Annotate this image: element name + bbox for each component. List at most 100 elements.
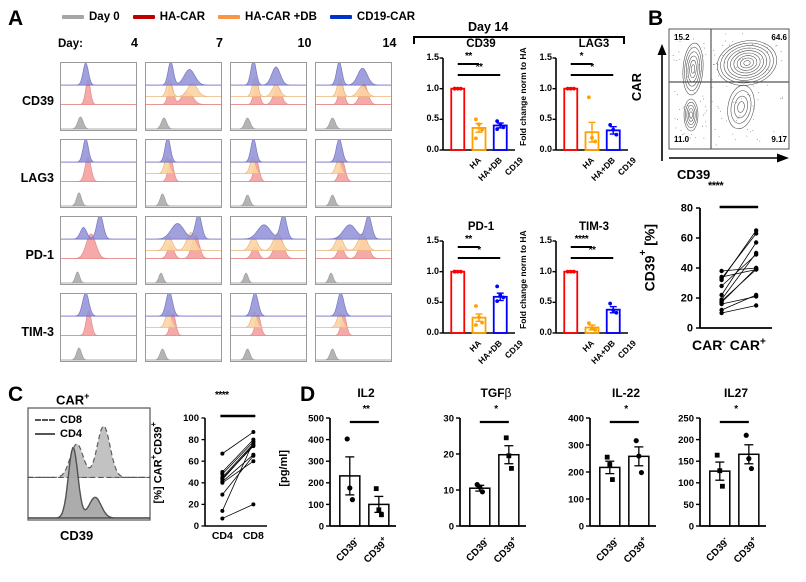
histogram-cell	[60, 139, 137, 208]
panel-letter-a: A	[8, 8, 23, 29]
barchart-pd-1: PD-1 0.0 0.5 1.0 1.5 HA HA+DB CD19 ** *	[417, 235, 527, 385]
legend-swatch	[133, 15, 155, 19]
panelc-hist-xlabel: CD39	[60, 528, 93, 543]
legend-label: CD4	[60, 428, 82, 440]
barchart-ylabel: Fold change norm to HA	[518, 54, 528, 146]
cytokine-ylabel: [pg/ml]	[278, 450, 290, 487]
legend-swatch	[218, 15, 240, 19]
quadrant-percent-upper-right: 64.6	[763, 33, 787, 42]
legend: Day 0 HA-CAR HA-CAR +DB CD19-CAR	[62, 11, 415, 23]
svg-text:20: 20	[681, 293, 693, 305]
svg-text:200: 200	[678, 435, 694, 446]
svg-text:10: 10	[443, 485, 454, 496]
svg-text:400: 400	[568, 413, 584, 424]
histogram-cell	[230, 293, 307, 362]
panelc-hist-legend: CD8 CD4	[35, 414, 82, 442]
svg-text:0: 0	[449, 521, 454, 532]
svg-text:60: 60	[188, 456, 199, 467]
svg-text:0: 0	[689, 521, 694, 532]
paired-plot-ylabel: CD39+ [%]	[638, 224, 658, 291]
x-tick-label: CAR+	[730, 337, 766, 353]
contour-xlabel: CD39	[677, 167, 710, 182]
legend-item: CD4	[35, 428, 82, 440]
barchart-canvas	[530, 52, 640, 192]
panelc-paired-ylabel: [%] CAR+CD39+	[149, 422, 165, 503]
legend-label: CD8	[60, 414, 82, 426]
svg-text:60: 60	[681, 233, 693, 245]
svg-text:100: 100	[308, 500, 324, 511]
histogram-cell	[145, 216, 222, 285]
histogram-cell	[145, 62, 222, 131]
svg-text:CD4: CD4	[212, 530, 233, 542]
barchart-title: PD-1	[441, 221, 521, 233]
legend-swatch	[62, 15, 84, 19]
histogram-grid	[60, 62, 400, 370]
histogram-cell	[230, 216, 307, 285]
svg-text:100: 100	[183, 413, 199, 424]
cytokine-title: IL27	[706, 386, 766, 400]
svg-text:100: 100	[568, 494, 584, 505]
histogram-row	[60, 293, 400, 370]
svg-text:80: 80	[681, 203, 693, 215]
svg-text:30: 30	[443, 413, 454, 424]
barchart-canvas	[417, 235, 527, 375]
svg-text:50: 50	[683, 500, 694, 511]
legend-item: CD8	[35, 414, 82, 426]
svg-text:0: 0	[687, 323, 693, 335]
day-column-label: 10	[262, 36, 347, 50]
histogram-cell	[315, 62, 392, 131]
row-label-tim3: TIM-3	[6, 293, 58, 370]
histogram-cell	[315, 216, 392, 285]
significance-marker: *	[708, 404, 764, 415]
svg-text:0: 0	[194, 521, 199, 532]
histogram-cell	[230, 139, 307, 208]
svg-text:40: 40	[681, 263, 693, 275]
svg-text:500: 500	[308, 413, 324, 424]
panel-letter-d: D	[300, 384, 315, 405]
legend-label: HA-CAR +DB	[245, 11, 317, 23]
day-column-label: 7	[177, 36, 262, 50]
quadrant-percent-lower-right: 9.17	[763, 135, 787, 144]
barchart-title: TIM-3	[554, 221, 634, 233]
barchart-title: LAG3	[554, 38, 634, 50]
day14-title: Day 14	[468, 20, 508, 34]
day-header-row: Day: 4 7 10 14	[58, 36, 432, 50]
day-column-label: 4	[92, 36, 177, 50]
barchart-canvas	[530, 235, 640, 375]
contour-plot	[669, 29, 789, 149]
barchart-canvas	[417, 52, 527, 192]
legend-label: Day 0	[89, 11, 120, 23]
svg-text:150: 150	[678, 457, 694, 468]
legend-label: HA-CAR	[160, 11, 205, 23]
histogram-row	[60, 62, 400, 139]
legend-item: HA-CAR +DB	[218, 11, 317, 23]
svg-text:20: 20	[443, 449, 454, 460]
barchart-lag3: LAG3 Fold change norm to HA 0.0 0.5 1.0 1.5 HA…	[530, 52, 640, 202]
legend-swatch-solid	[35, 433, 55, 435]
barchart-ylabel: Fold change norm to HA	[518, 237, 528, 329]
svg-text:300: 300	[568, 440, 584, 451]
svg-text:CD8: CD8	[243, 530, 264, 542]
paired-plot-xlabels: CAR- CAR+	[692, 336, 770, 353]
svg-text:20: 20	[188, 500, 199, 511]
contour-ylabel: CAR	[629, 73, 644, 101]
day-prefix-label: Day:	[58, 38, 92, 50]
histogram-cell	[60, 216, 137, 285]
svg-text:200: 200	[568, 467, 584, 478]
svg-text:80: 80	[188, 435, 199, 446]
x-tick-label: CAR-	[692, 337, 726, 353]
svg-text:0: 0	[319, 521, 324, 532]
legend-item: CD19-CAR	[330, 11, 415, 23]
panel-letter-b: B	[648, 8, 663, 29]
panel-letter-c: C	[8, 384, 23, 405]
histogram-cell	[60, 62, 137, 131]
significance-marker: ****	[708, 180, 723, 192]
row-label-cd39: CD39	[6, 62, 58, 139]
significance-marker: *	[598, 404, 654, 415]
row-label-lag3: LAG3	[6, 139, 58, 216]
panelc-hist-title: CAR+	[56, 391, 89, 407]
marker-row-labels: CD39 LAG3 PD-1 TIM-3	[6, 62, 58, 370]
svg-text:100: 100	[678, 478, 694, 489]
barchart-tim-3: TIM-3 Fold change norm to HA 0.0 0.5 1.0 1.5 H…	[530, 235, 640, 385]
legend-item: Day 0	[62, 11, 120, 23]
